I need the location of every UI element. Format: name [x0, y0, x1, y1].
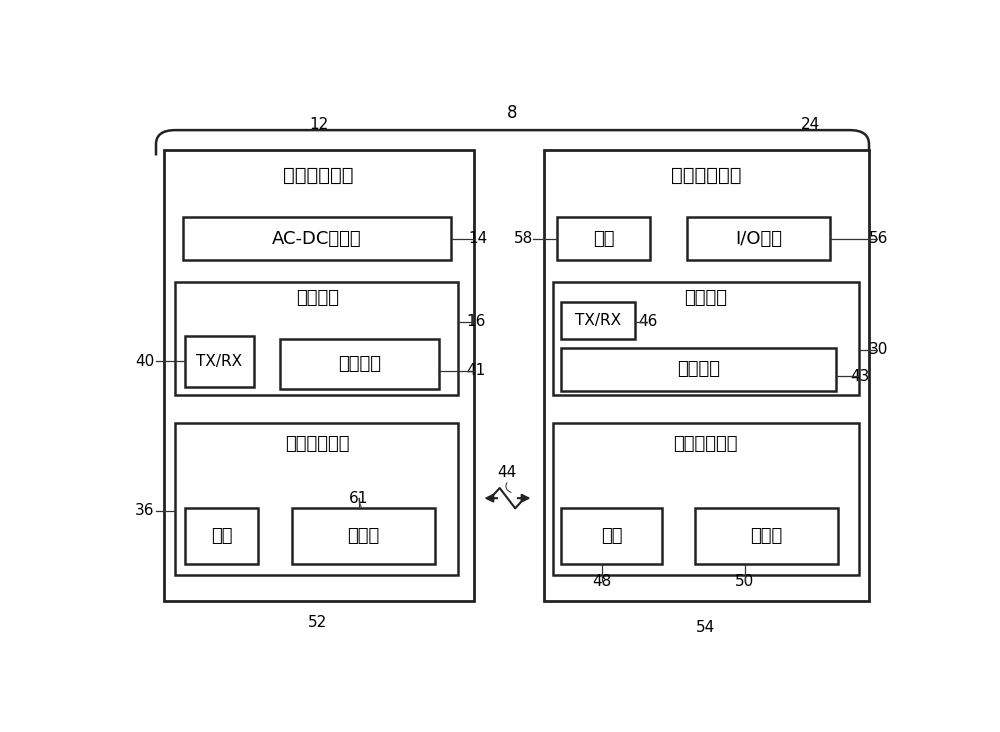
Text: 16: 16 — [466, 314, 486, 329]
Text: 功率传输电路: 功率传输电路 — [285, 435, 349, 453]
Text: 56: 56 — [869, 231, 888, 247]
Text: 线圈: 线圈 — [601, 527, 622, 545]
Text: 43: 43 — [850, 369, 869, 384]
Text: 36: 36 — [135, 503, 154, 518]
Text: 12: 12 — [309, 117, 328, 132]
Bar — [553, 283, 859, 395]
Bar — [557, 217, 650, 260]
Bar — [561, 302, 635, 339]
Text: 整流器: 整流器 — [750, 527, 782, 545]
Text: 61: 61 — [349, 490, 369, 506]
Text: 控制电路: 控制电路 — [296, 288, 339, 307]
Text: 58: 58 — [514, 231, 533, 247]
Text: 8: 8 — [507, 104, 518, 122]
Bar — [544, 150, 869, 601]
Text: TX/RX: TX/RX — [196, 354, 243, 369]
Bar — [175, 283, 458, 395]
Text: 50: 50 — [735, 574, 755, 589]
Bar — [185, 508, 258, 564]
Text: I/O设备: I/O设备 — [735, 230, 782, 247]
Bar — [553, 423, 859, 575]
Bar — [687, 217, 830, 260]
Text: 测量电路: 测量电路 — [677, 360, 720, 378]
Bar — [164, 150, 474, 601]
Bar — [183, 217, 450, 260]
Bar — [561, 348, 836, 390]
Text: 14: 14 — [468, 231, 487, 247]
Text: 41: 41 — [466, 363, 486, 378]
Text: 电池: 电池 — [593, 230, 615, 247]
Text: 24: 24 — [801, 117, 820, 132]
Text: 测量电路: 测量电路 — [338, 355, 381, 373]
Text: 54: 54 — [696, 620, 715, 635]
Bar — [280, 339, 439, 389]
Bar — [695, 508, 838, 564]
Text: 40: 40 — [135, 354, 154, 369]
Text: AC-DC转换器: AC-DC转换器 — [272, 230, 362, 247]
Bar — [561, 508, 662, 564]
Text: 功率传输设备: 功率传输设备 — [284, 165, 354, 184]
Text: 48: 48 — [592, 574, 611, 589]
Text: 功率接收电路: 功率接收电路 — [673, 435, 738, 453]
Text: TX/RX: TX/RX — [575, 313, 621, 328]
Text: 30: 30 — [869, 343, 888, 357]
Text: 控制电路: 控制电路 — [684, 288, 727, 307]
Text: 线圈: 线圈 — [211, 527, 232, 545]
Text: 46: 46 — [638, 314, 658, 329]
Bar — [175, 423, 458, 575]
Bar — [292, 508, 435, 564]
Text: 功率接收设备: 功率接收设备 — [671, 165, 742, 184]
Bar — [185, 336, 254, 386]
Text: 逆变器: 逆变器 — [347, 527, 379, 545]
Text: 52: 52 — [308, 615, 327, 630]
Text: 44: 44 — [497, 465, 517, 479]
